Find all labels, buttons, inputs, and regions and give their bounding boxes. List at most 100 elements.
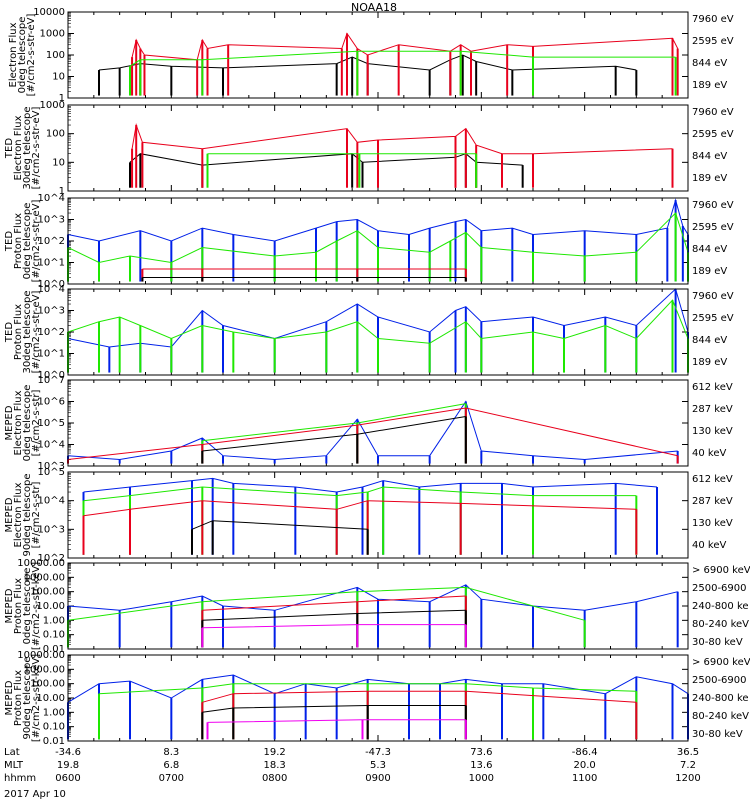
panel-8: 0.01 0.10 1.00 10.00 100.00 1000.00 10000.00 ME… (4, 650, 750, 747)
y-axis-label: MEPED (4, 588, 15, 623)
legend-entry: 80-240 keV (692, 619, 749, 630)
series-red (67, 407, 679, 464)
legend-entry: > 6900 keV (692, 657, 750, 668)
series-black (129, 153, 524, 188)
legend-entry: 130 keV (692, 518, 733, 529)
y-axis-label: 30deg telescope (22, 106, 33, 189)
series-line (67, 584, 678, 611)
y-tick-label: 10^2 (38, 553, 65, 564)
series-line (202, 416, 466, 452)
series-line (191, 520, 368, 530)
series-red (131, 123, 674, 188)
series-line (83, 477, 658, 493)
y-tick-label: 100 (46, 129, 65, 140)
series-green (129, 50, 677, 96)
y-tick-label: 10^5 (38, 467, 65, 478)
y-axis-label: Proton Flux (13, 670, 24, 726)
y-axis-label: Proton Flux (13, 213, 24, 269)
y-axis-label: MEPED (4, 680, 15, 715)
series-black (201, 705, 467, 740)
panel-frame (67, 11, 689, 99)
series-red (201, 595, 467, 648)
y-axis-label: [#/cm2-s-str] (31, 389, 42, 456)
legend-entry: 7960 eV (692, 291, 734, 302)
y-axis-label: Electron Flux (13, 115, 24, 180)
footer-value: -86.4 (572, 747, 598, 758)
series-red (201, 690, 638, 740)
y-axis-label: Proton Flux (13, 304, 24, 360)
y-tick-label: 1.00 (43, 615, 65, 626)
panel-frame (67, 104, 689, 192)
legend-entry: 287 keV (692, 496, 733, 507)
series-red (82, 500, 638, 555)
y-axis-label: Electron Flux (13, 390, 24, 455)
legend-entry: 7960 eV (692, 14, 734, 25)
panel-frame (67, 288, 689, 376)
legend-entry: 2500-6900 (692, 583, 747, 594)
series-line (202, 403, 466, 442)
footer-value: 1200 (675, 773, 700, 784)
y-axis-label: [#/cm2-s-str-eV] (31, 107, 42, 190)
legend-entry: 189 eV (692, 80, 727, 91)
footer-value: 18.3 (264, 760, 286, 771)
y-tick-label: 10^3 (38, 215, 65, 226)
legend-entry: 30-80 keV (692, 729, 743, 740)
y-tick-label: 1000 (40, 100, 65, 111)
figure-title: NOAA18 (351, 1, 397, 14)
series-line (131, 32, 679, 61)
legend-entry: 40 keV (692, 540, 726, 551)
series-line (83, 500, 637, 517)
y-axis-label: [#/cm2-s-str-keV] (31, 562, 42, 650)
footer-value: 36.5 (677, 747, 699, 758)
footer-value: -47.3 (365, 747, 391, 758)
series-line (67, 586, 585, 621)
y-tick-label: 10^4 (38, 284, 65, 295)
footer-value: 13.6 (470, 760, 492, 771)
y-tick-label: 0.01 (43, 736, 65, 747)
series-line (202, 624, 466, 629)
legend-entry: 2500-6900 (692, 675, 747, 686)
series-black (201, 609, 467, 648)
series-line (67, 400, 678, 461)
series-green (67, 212, 689, 282)
y-axis-label: 0deg telescope (22, 568, 33, 645)
footer-axis: Lat -34.6 8.3 19.2 -47.3 73.6 -86.4 36.5 MLT 19.8… (4, 747, 701, 784)
series-black (201, 416, 467, 464)
y-tick-label: 10^4 (38, 193, 65, 204)
series-line (83, 486, 637, 502)
y-axis-label: 0deg telescope (22, 203, 33, 280)
y-tick-label: 10^2 (38, 327, 65, 338)
y-tick-label: 1 (59, 93, 65, 104)
date-label: 2017 Apr 10 (4, 789, 66, 800)
series-line (131, 123, 673, 155)
y-axis-label: 0deg telescope (22, 385, 33, 462)
series-green (82, 486, 638, 555)
panel-frame (67, 379, 689, 467)
legend-entry: 844 eV (692, 335, 727, 346)
footer-value: 6.8 (163, 760, 179, 771)
y-tick-label: 0.10 (43, 722, 65, 733)
legend-entry: 189 eV (692, 266, 727, 277)
series-blue (82, 477, 658, 555)
y-tick-label: 1000.00 (24, 572, 65, 583)
legend-entry: 844 eV (692, 244, 727, 255)
legend-entry: 130 keV (692, 426, 733, 437)
series-black (191, 520, 369, 555)
y-axis-label: Electron Flux (13, 482, 24, 547)
series-red (131, 32, 679, 96)
series-line (207, 719, 466, 723)
series-black (141, 277, 467, 282)
series-red (141, 268, 467, 282)
legend-entry: 2595 eV (692, 313, 734, 324)
footer-value: 8.3 (163, 747, 179, 758)
y-tick-label: 10^5 (38, 418, 65, 429)
legend-entry: 2595 eV (692, 222, 734, 233)
footer-value: 20.0 (574, 760, 596, 771)
footer-value: 0900 (365, 773, 390, 784)
footer-value: 73.6 (470, 747, 492, 758)
y-axis-label: TED (4, 322, 15, 343)
